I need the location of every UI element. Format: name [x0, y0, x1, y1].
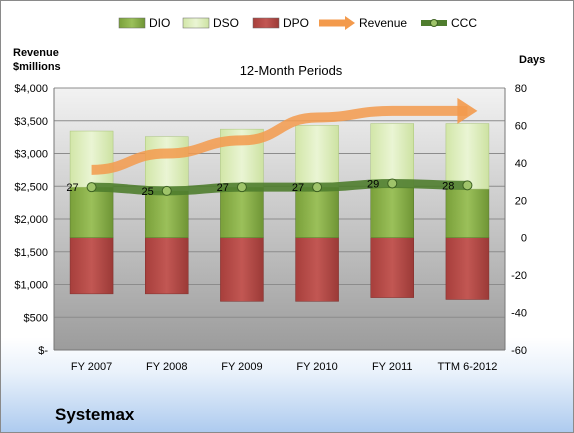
- legend-label: CCC: [451, 16, 477, 30]
- right-axis-title: Days: [519, 54, 546, 66]
- legend-arrowhead: [345, 16, 355, 30]
- legend: DIO DSO DPO Revenue CCC: [118, 16, 477, 30]
- ccc-data-label: 27: [292, 182, 304, 194]
- ccc-data-label: 27: [66, 182, 78, 194]
- bar-dpo: [69, 237, 114, 295]
- right-tick-label: 40: [515, 158, 527, 170]
- legend-label: DIO: [149, 16, 170, 30]
- ccc-data-label: 29: [367, 178, 379, 190]
- left-tick-label: $4,000: [14, 83, 48, 95]
- right-tick-label: -60: [511, 345, 527, 357]
- x-tick-label: FY 2007: [71, 361, 112, 373]
- left-tick-label: $2,000: [14, 214, 48, 226]
- ccc-point: [462, 180, 473, 191]
- legend-label: Revenue: [359, 16, 407, 30]
- ccc-point: [86, 182, 97, 193]
- left-axis-title: Revenue $millions: [13, 46, 61, 74]
- bar-dio: [220, 186, 264, 238]
- left-tick-label: $1,000: [14, 280, 48, 292]
- line-series: 27 25 27 27 29 28: [66, 97, 478, 198]
- ccc-data-label: 28: [442, 180, 454, 192]
- left-tick-label: $-: [38, 345, 48, 357]
- bar-dso: [69, 130, 114, 188]
- legend-swatch: [252, 17, 280, 29]
- right-tick-label: 0: [521, 233, 527, 245]
- bar-dpo: [370, 237, 414, 298]
- right-tick-label: 20: [515, 195, 527, 207]
- ccc-data-label: 25: [142, 186, 154, 198]
- legend-swatch: [118, 17, 146, 29]
- bar-dio: [370, 186, 414, 238]
- legend-item-dso: DSO: [182, 16, 239, 30]
- bar-dso: [295, 125, 339, 188]
- legend-swatch: [182, 17, 210, 29]
- left-tick-label: $500: [24, 312, 48, 324]
- bar-dio: [445, 188, 490, 238]
- right-tick-label: 80: [515, 83, 527, 95]
- ccc-point: [312, 182, 323, 193]
- ccc-point: [236, 182, 247, 193]
- bar-dso: [445, 123, 490, 190]
- bar-dio: [69, 186, 114, 238]
- legend-label: DSO: [213, 16, 239, 30]
- company-name: Systemax: [55, 405, 135, 424]
- bar-dpo: [220, 237, 264, 302]
- ccc-line: [91, 178, 468, 196]
- bar-dso: [145, 136, 189, 192]
- bar-dpo: [295, 237, 339, 302]
- revenue-line: [91, 105, 468, 175]
- chart-title: 12-Month Periods: [239, 63, 343, 78]
- legend-marker: [430, 19, 438, 27]
- right-tick-label: -40: [511, 308, 527, 320]
- x-tick-label: TTM 6-2012: [437, 361, 497, 373]
- left-tick-label: $2,500: [14, 181, 48, 193]
- right-tick-label: -20: [511, 270, 527, 282]
- legend-label: DPO: [283, 16, 309, 30]
- revenue-arrowhead: [457, 97, 478, 124]
- x-tick-label: FY 2011: [372, 361, 413, 373]
- legend-item-revenue: Revenue: [319, 16, 407, 30]
- axes: $- $500 $1,000 $1,500 $2,000 $2,500 $3,000 $3,5…: [14, 83, 527, 373]
- x-tick-label: FY 2009: [221, 361, 262, 373]
- left-tick-label: $1,500: [14, 247, 48, 259]
- x-tick-label: FY 2010: [296, 361, 337, 373]
- bar-dpo: [445, 237, 490, 300]
- left-tick-label: $3,500: [14, 116, 48, 128]
- ccc-point: [161, 185, 172, 196]
- right-tick-label: 60: [515, 120, 527, 132]
- bar-dpo: [145, 237, 189, 295]
- legend-item-dpo: DPO: [252, 16, 309, 30]
- ccc-point: [387, 178, 398, 189]
- legend-item-dio: DIO: [118, 16, 170, 30]
- ccc-data-label: 27: [217, 182, 229, 194]
- x-tick-label: FY 2008: [146, 361, 187, 373]
- legend-item-ccc: CCC: [421, 16, 477, 30]
- bar-dio: [145, 190, 189, 238]
- bar-dio: [295, 186, 339, 238]
- left-axis-title-line1: Revenue: [13, 47, 59, 59]
- left-tick-label: $3,000: [14, 149, 48, 161]
- left-axis-title-line2: $millions: [13, 61, 61, 73]
